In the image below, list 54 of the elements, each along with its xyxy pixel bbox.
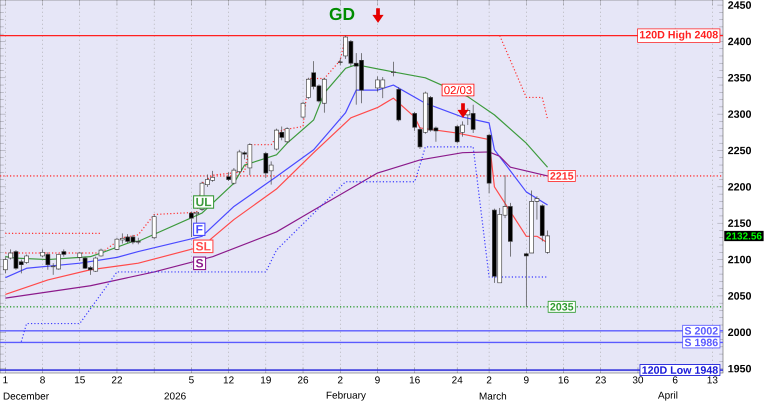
series-label: S <box>196 259 204 268</box>
y-tick-label: 2000 <box>728 328 752 336</box>
y-tick-label: 2450 <box>728 1 752 9</box>
x-tick-label: 30 <box>632 376 644 384</box>
ref-line-label: S 1986 <box>684 338 718 346</box>
ref-line-label: 120D Low 1948 <box>642 366 718 374</box>
y-tick-label: 2100 <box>728 256 752 264</box>
candlestick <box>152 214 157 240</box>
x-tick-label: 23 <box>596 376 606 384</box>
x-tick-label: 12 <box>224 376 234 384</box>
x-tick-label: 19 <box>261 376 271 384</box>
annotation: GD <box>330 8 354 20</box>
text: 2026 <box>164 392 186 400</box>
text: February <box>326 391 366 401</box>
candlestick <box>524 252 529 308</box>
ref-line-label: 2035 <box>550 303 574 311</box>
text: 2132.56 <box>726 232 762 240</box>
series-label: UL <box>196 198 212 206</box>
x-tick-label: 26 <box>298 376 308 384</box>
ref-line-label: S 2002 <box>684 327 718 335</box>
x-tick-label: 15 <box>74 376 85 384</box>
x-tick-label: 6 <box>672 376 678 384</box>
x-tick-label: 22 <box>112 376 122 384</box>
text: March <box>480 392 506 400</box>
ref-line-label: 2215 <box>550 172 574 180</box>
ref-line-label: 120D High 2408 <box>640 30 718 41</box>
x-tick-label: 13 <box>708 376 718 384</box>
x-tick-label: 16 <box>558 376 569 384</box>
y-tick-label: 2350 <box>728 74 752 82</box>
candlestick <box>391 61 396 77</box>
annotation: 02/03 <box>444 86 472 94</box>
x-tick-label: 24 <box>452 376 462 384</box>
y-tick-label: 2300 <box>728 110 752 118</box>
y-tick-label: 2250 <box>728 146 752 154</box>
x-tick-label: 9 <box>524 376 529 384</box>
x-tick-label: 8 <box>40 376 45 384</box>
series-label: F <box>196 225 202 234</box>
x-tick-label: 9 <box>375 376 380 384</box>
y-tick-label: 2200 <box>728 183 752 191</box>
candlestick <box>412 112 418 132</box>
y-tick-label: 1950 <box>728 364 752 372</box>
text: December <box>4 392 49 400</box>
x-tick-label: 5 <box>189 376 194 384</box>
y-tick-label: 2150 <box>728 219 752 227</box>
x-tick-label: 1 <box>3 376 8 384</box>
y-tick-label: 2050 <box>728 292 752 300</box>
candlestick <box>300 101 306 119</box>
y-tick-label: 2400 <box>728 38 752 46</box>
x-tick-label: 16 <box>410 376 420 384</box>
candlestick <box>2 257 8 274</box>
x-tick-label: 2 <box>338 376 343 384</box>
x-tick-label: 2 <box>486 376 492 384</box>
line-series <box>20 146 548 342</box>
text: April <box>658 391 678 401</box>
